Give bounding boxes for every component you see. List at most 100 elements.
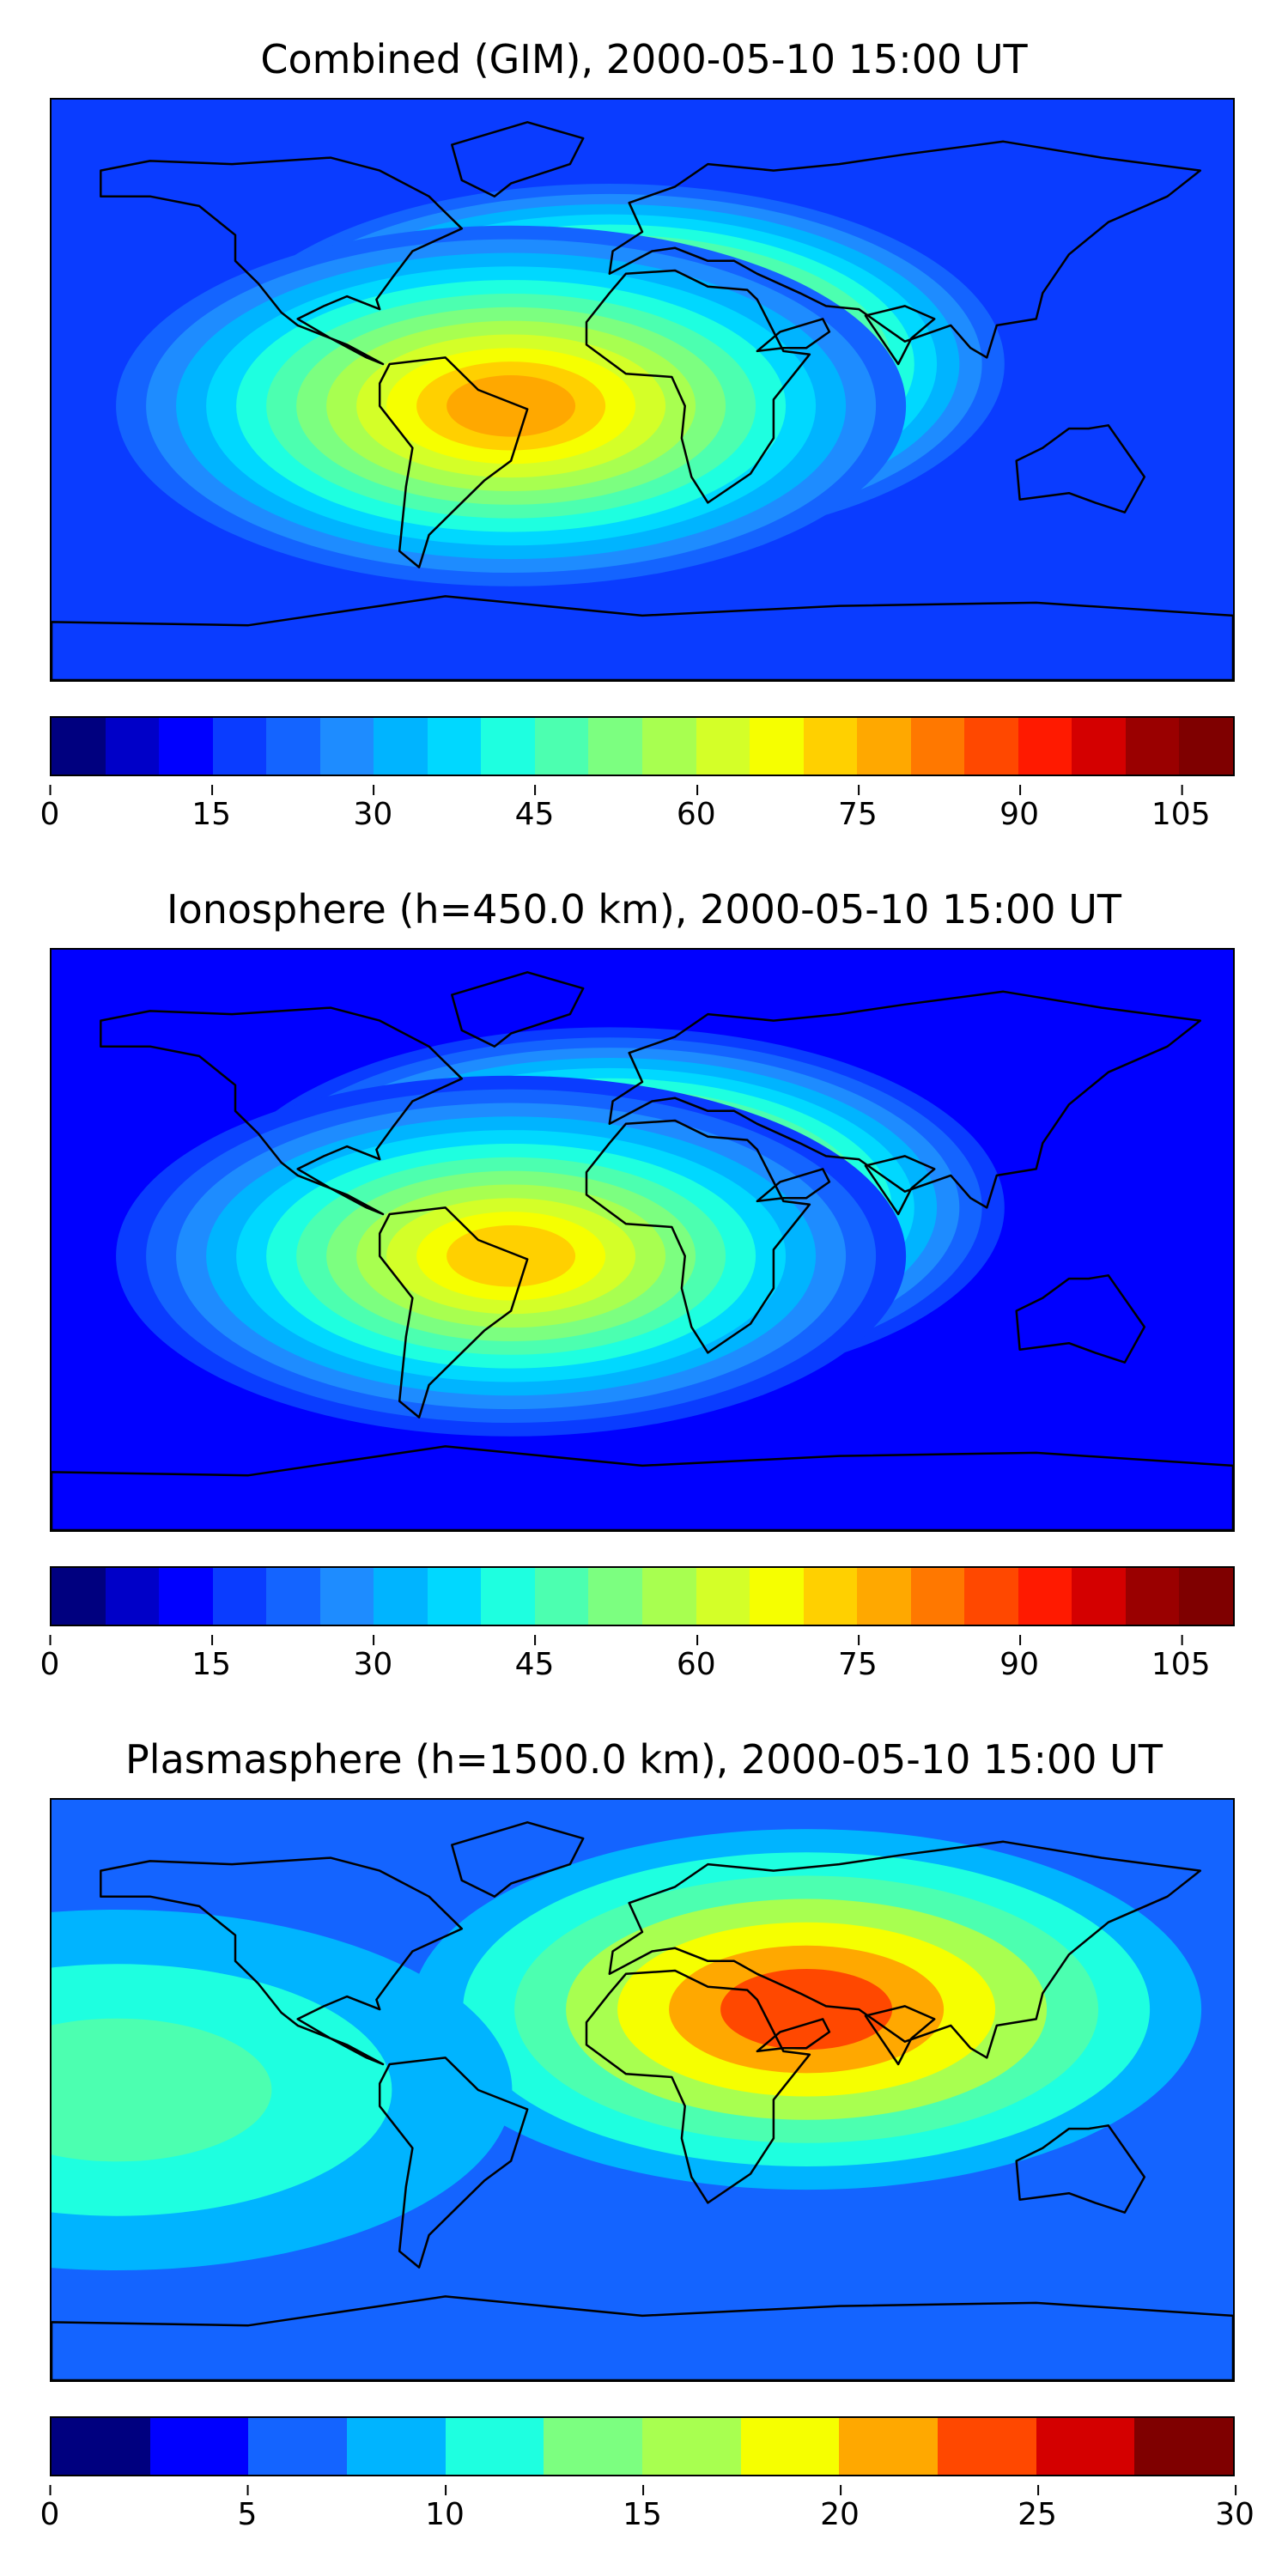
coastline (100, 1856, 464, 2066)
colorbar-segment (642, 1568, 696, 1625)
colorbar-tick-label: 60 (676, 785, 716, 832)
coastline (378, 356, 529, 568)
colorbar-tick-label: 105 (1151, 785, 1211, 832)
coastline (451, 1821, 585, 1898)
colorbar-segment (1179, 718, 1234, 775)
coastline (52, 595, 1233, 680)
colorbar-segment (319, 1568, 374, 1625)
colorbar-segment (750, 718, 804, 775)
colorbar-tick-label: 45 (514, 1635, 555, 1682)
colorbar-segment (212, 1568, 267, 1625)
colorbar-segment (319, 718, 374, 775)
colorbar-segment (534, 718, 589, 775)
colorbar-segment (803, 1568, 858, 1625)
colorbar-segment (857, 1568, 911, 1625)
colorbar-tick-label: 60 (676, 1635, 716, 1682)
coastline (451, 971, 585, 1048)
colorbar-tick-label: 75 (838, 785, 878, 832)
coastline (1015, 424, 1146, 513)
panel-3-colorbar-ticks: 0 5 10 15 20 25 30 (40, 2485, 1255, 2532)
colorbar-segment (347, 2418, 446, 2475)
coastline (451, 121, 585, 197)
coastline (585, 1119, 811, 1354)
colorbar-tick-label: 90 (999, 785, 1039, 832)
coastline (378, 1206, 529, 1419)
panel-3-field (52, 1800, 1233, 2380)
colorbar-segment (588, 1568, 643, 1625)
contour-band (720, 1969, 893, 2050)
panel-2-field (52, 950, 1233, 1530)
colorbar-segment (696, 1568, 750, 1625)
colorbar-segment (481, 1568, 535, 1625)
colorbar-tick-label: 0 (39, 2485, 60, 2532)
panel-2-title: Ionosphere (h=450.0 km), 2000-05-10 15:0… (167, 886, 1121, 933)
colorbar-segment (481, 718, 535, 775)
colorbar-segment (266, 718, 320, 775)
coastline (608, 1840, 1202, 2059)
colorbar-tick-label: 30 (353, 1635, 393, 1682)
contour-band (52, 2018, 272, 2162)
colorbar-tick-label: 15 (191, 1635, 232, 1682)
colorbar-segment (534, 1568, 589, 1625)
panel-3-map-canvas (52, 1800, 1233, 2380)
colorbar-tick-label: 10 (425, 2485, 465, 2532)
colorbar-segment (938, 2418, 1036, 2475)
panel-3-title: Plasmasphere (h=1500.0 km), 2000-05-10 1… (125, 1736, 1163, 1783)
colorbar-segment (910, 1568, 965, 1625)
colorbar-segment (1036, 2418, 1135, 2475)
colorbar-segment (105, 718, 160, 775)
coastline (756, 1168, 831, 1203)
colorbar-tick-label: 20 (820, 2485, 860, 2532)
colorbar-tick-label: 105 (1151, 1635, 1211, 1682)
panel-1-coastlines (52, 121, 1233, 680)
colorbar-segment (266, 1568, 320, 1625)
contour-band (447, 1225, 576, 1287)
panel-1-colorbar-ticks: 0 15 30 45 60 75 90 105 (40, 785, 1235, 832)
coastline (756, 2018, 831, 2053)
panel-2-colorbar-ticks: 0 15 30 45 60 75 90 105 (40, 1635, 1235, 1682)
colorbar-segment (212, 718, 267, 775)
colorbar-segment (52, 1568, 106, 1625)
coastline (100, 1006, 464, 1216)
panel-1-field (52, 100, 1233, 680)
colorbar-segment (857, 718, 911, 775)
panel-1-map-canvas (52, 100, 1233, 680)
coastline (378, 2057, 529, 2269)
colorbar-segment (248, 2418, 348, 2475)
panel-2-map (50, 948, 1235, 1532)
coastline (52, 1445, 1233, 1530)
coastline (864, 305, 936, 366)
colorbar-segment (149, 2418, 249, 2475)
panel-2-coastlines (52, 971, 1233, 1530)
panel-3-colorbar (50, 2416, 1235, 2476)
coastline (52, 2295, 1233, 2380)
colorbar-segment (445, 2418, 544, 2475)
colorbar-segment (696, 718, 750, 775)
colorbar-segment (1018, 718, 1072, 775)
colorbar-segment (750, 1568, 804, 1625)
colorbar-segment (1072, 718, 1126, 775)
panel-1-map (50, 98, 1235, 682)
coastline (1015, 1274, 1146, 1364)
colorbar-tick-label: 0 (39, 785, 60, 832)
colorbar-segment (642, 718, 696, 775)
colorbar-segment (803, 718, 858, 775)
coastline (1015, 2124, 1146, 2214)
colorbar-segment (427, 1568, 482, 1625)
colorbar-segment (642, 2418, 741, 2475)
colorbar-segment (839, 2418, 939, 2475)
colorbar-segment (374, 1568, 428, 1625)
coastline (585, 269, 811, 504)
colorbar-segment (159, 1568, 213, 1625)
colorbar-segment (427, 718, 482, 775)
colorbar-segment (1018, 1568, 1072, 1625)
colorbar-tick-label: 45 (514, 785, 555, 832)
coastline (864, 2005, 936, 2066)
colorbar-segment (374, 718, 428, 775)
colorbar-tick-label: 75 (838, 1635, 878, 1682)
colorbar-segment (544, 2418, 643, 2475)
coastline (608, 990, 1202, 1209)
colorbar-segment (1125, 1568, 1180, 1625)
colorbar-tick-label: 0 (39, 1635, 60, 1682)
coastline (585, 1969, 811, 2204)
